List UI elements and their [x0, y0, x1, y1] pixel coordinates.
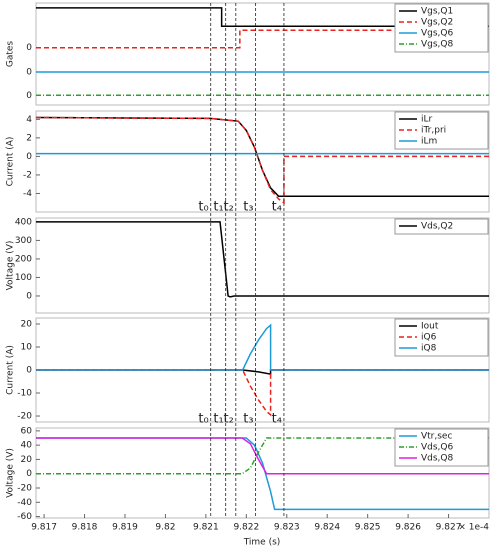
marker-label: t₃ — [243, 200, 253, 215]
y-axis-label: Gates — [6, 41, 16, 68]
y-tick-label: -2 — [23, 170, 32, 180]
x-tick-label: 9.824 — [314, 523, 340, 533]
y-tick-label: 20 — [21, 455, 33, 465]
x-tick-label: 9.826 — [395, 523, 421, 533]
y-tick-label: 0 — [26, 152, 32, 162]
y-tick-label: 10 — [21, 342, 33, 352]
x-tick-label: 9.823 — [274, 523, 300, 533]
y-tick-label: 0 — [26, 469, 32, 479]
marker-label: t₄ — [272, 200, 282, 215]
y-tick-label: 300 — [15, 236, 32, 246]
series-line — [36, 437, 489, 475]
y-tick-label: 0 — [26, 291, 32, 301]
y-tick-label: 400 — [15, 217, 32, 227]
legend-label: Vds,Q6 — [421, 443, 454, 453]
x-tick-label: 9.82 — [155, 523, 175, 533]
legend-label: Vgs,Q1 — [421, 7, 453, 17]
legend-label: Vds,Q2 — [421, 222, 453, 232]
y-axis-label: Voltage (V) — [6, 448, 16, 498]
y-tick-label: 20 — [21, 319, 33, 329]
y-axis-label: Current (A) — [6, 137, 16, 187]
x-tick-label: 9.822 — [233, 523, 259, 533]
marker-label: t₁ — [213, 412, 223, 427]
legend-label: Vds,Q8 — [421, 454, 454, 464]
y-tick-label: 60 — [21, 426, 33, 436]
legend-label: Vgs,Q2 — [421, 18, 453, 28]
marker-label: t₃ — [243, 412, 253, 427]
x-tick-label: 9.825 — [355, 523, 381, 533]
x-tick-label: 9.818 — [72, 523, 98, 533]
legend-box — [394, 218, 489, 235]
series-line — [36, 323, 489, 371]
series-line — [36, 7, 489, 28]
legend-label: iTr,pri — [421, 126, 446, 136]
series-line — [36, 116, 489, 205]
y-tick-label: -60 — [17, 512, 32, 522]
legend-label: iQ6 — [421, 333, 437, 343]
legend-label: Iout — [421, 322, 439, 332]
y-tick-label: -20 — [17, 412, 32, 422]
legend-label: iLm — [421, 137, 437, 147]
y-axis-label: Voltage (V) — [6, 241, 16, 291]
marker-label: t₀ — [198, 200, 208, 215]
y-tick-label: 0 — [26, 43, 32, 53]
legend-label: Vgs,Q6 — [421, 29, 454, 39]
marker-label: t₀ — [198, 412, 208, 427]
series-line — [36, 437, 489, 511]
y-tick-label: 0 — [26, 67, 32, 77]
marker-label: t₁ — [213, 200, 223, 215]
y-tick-label: -20 — [17, 484, 32, 494]
y-tick-label: -10 — [17, 389, 32, 399]
y-axis-label: Current (A) — [6, 345, 16, 395]
series-line — [36, 29, 489, 49]
series-line — [36, 369, 489, 417]
y-tick-label: 2 — [26, 133, 32, 143]
y-tick-label: 4 — [26, 115, 32, 125]
x-tick-label: 9.821 — [193, 523, 219, 533]
legend-label: Vgs,Q8 — [421, 40, 454, 50]
legend-label: Vtr,sec — [421, 432, 452, 442]
legend-label: iQ8 — [421, 344, 437, 354]
y-tick-label: 100 — [15, 273, 32, 283]
legend-label: iLr — [421, 115, 433, 125]
marker-label: t₂ — [223, 200, 233, 215]
x-axis-label: Time (s) — [243, 538, 281, 548]
y-tick-label: 40 — [21, 441, 33, 451]
y-tick-label: 0 — [26, 91, 32, 101]
x-scale-label: × 1e-4 — [458, 523, 489, 533]
x-tick-label: 9.819 — [112, 523, 138, 533]
y-tick-label: 0 — [26, 366, 32, 376]
y-tick-label: 200 — [15, 254, 32, 264]
y-tick-label: -40 — [17, 498, 32, 508]
series-line — [36, 221, 489, 298]
series-line — [36, 437, 489, 475]
marker-label: t₂ — [223, 412, 233, 427]
x-tick-label: 9.817 — [31, 523, 57, 533]
marker-label: t₄ — [272, 412, 282, 427]
y-tick-label: -4 — [23, 189, 32, 199]
x-tick-label: 9.827 — [436, 523, 462, 533]
